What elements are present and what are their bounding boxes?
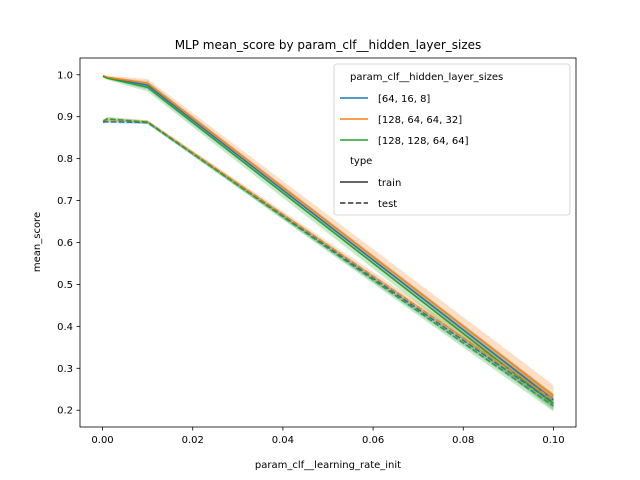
legend-hue-label: [64, 16, 8] xyxy=(378,94,430,105)
x-axis-ticks: 0.00 0.02 0.04 0.06 0.08 0.10 xyxy=(91,427,565,446)
y-tick-label: 0.8 xyxy=(57,154,73,165)
y-tick-label: 0.7 xyxy=(57,196,73,207)
legend-style-label: test xyxy=(378,199,397,210)
y-tick-label: 0.3 xyxy=(57,364,73,375)
series-lines xyxy=(102,74,554,407)
series-line-test-3 xyxy=(102,120,554,404)
x-tick-label: 0.02 xyxy=(182,435,204,446)
x-tick-label: 0.06 xyxy=(362,435,384,446)
y-tick-label: 0.2 xyxy=(57,406,73,417)
y-tick-label: 0.9 xyxy=(57,112,73,123)
legend-box xyxy=(333,63,571,216)
y-tick-label: 0.6 xyxy=(57,238,73,249)
legend-hue-entries: [64, 16, 8] [128, 64, 64, 32] [128, 128, 6… xyxy=(340,94,469,147)
legend-hue-label: [128, 128, 64, 64] xyxy=(378,136,469,147)
y-tick-label: 0.4 xyxy=(57,322,73,333)
x-tick-label: 0.00 xyxy=(91,435,113,446)
legend-style-label: train xyxy=(378,178,401,189)
y-tick-label: 1.0 xyxy=(57,70,73,81)
series-line-train-2 xyxy=(102,75,554,405)
legend: param_clf__hidden_layer_sizes [64, 16, 8… xyxy=(333,63,571,216)
y-axis-label: mean_score xyxy=(32,212,43,272)
legend-style-title: type xyxy=(350,156,372,167)
y-tick-label: 0.5 xyxy=(57,280,73,291)
series-line-test-5 xyxy=(102,118,554,407)
x-axis-label: param_clf__learning_rate_init xyxy=(255,460,401,471)
legend-hue-label: [128, 64, 64, 32] xyxy=(378,115,462,126)
legend-style-entries: train test xyxy=(340,178,401,210)
x-tick-label: 0.08 xyxy=(452,435,474,446)
x-tick-label: 0.04 xyxy=(272,435,294,446)
chart-title: MLP mean_score by param_clf__hidden_laye… xyxy=(175,38,482,52)
x-tick-label: 0.10 xyxy=(542,435,564,446)
y-axis-ticks: 0.2 0.3 0.4 0.5 0.6 0.7 0.8 0.9 1.0 xyxy=(57,70,80,417)
series-line-train-1 xyxy=(102,74,554,397)
legend-hue-title: param_clf__hidden_layer_sizes xyxy=(350,72,503,83)
